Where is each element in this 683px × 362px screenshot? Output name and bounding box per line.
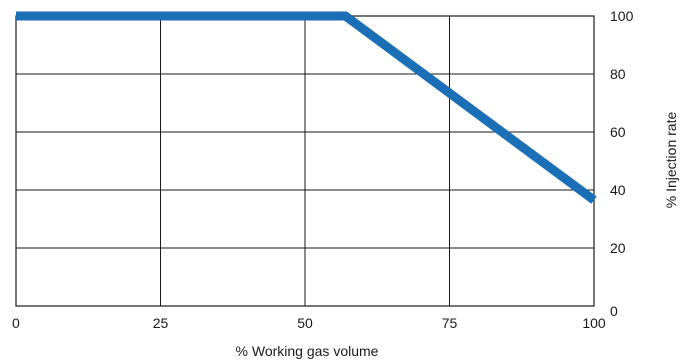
x-tick-label-50: 50 [297, 315, 313, 331]
y-tick-label-40: 40 [610, 182, 626, 198]
x-tick-label-0: 0 [12, 315, 20, 331]
x-tick-label-100: 100 [582, 315, 606, 331]
y-tick-labels: 0 20 40 60 80 100 [610, 8, 634, 319]
y-tick-label-0: 0 [610, 303, 618, 319]
grid-lines [16, 16, 594, 306]
series-layer [16, 11, 597, 204]
y-axis-label: % Injection rate [663, 112, 679, 209]
y-tick-label-60: 60 [610, 124, 626, 140]
x-tick-label-75: 75 [442, 315, 458, 331]
x-tick-label-25: 25 [153, 315, 169, 331]
x-tick-labels: 0 25 50 75 100 [12, 315, 606, 331]
x-axis-label: % Working gas volume [236, 343, 379, 359]
y-tick-label-100: 100 [610, 8, 634, 24]
y-tick-label-80: 80 [610, 66, 626, 82]
y-tick-label-20: 20 [610, 240, 626, 256]
series-line-0 [16, 11, 597, 204]
